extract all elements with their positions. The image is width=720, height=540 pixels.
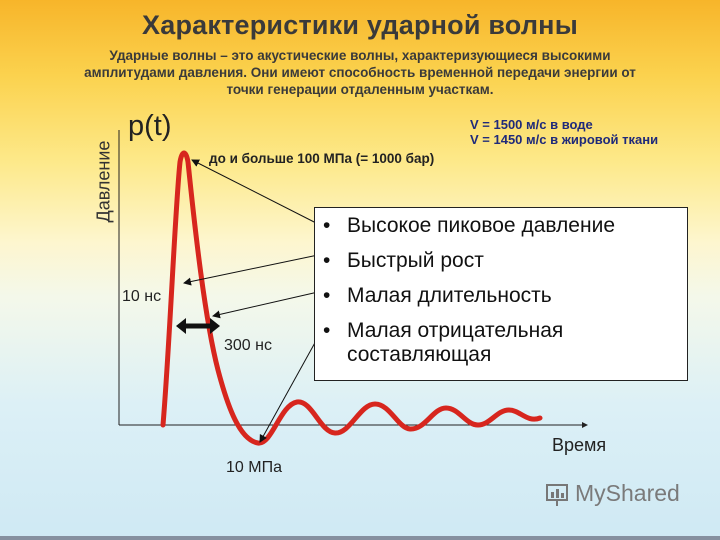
property-text: Высокое пиковое давление <box>347 214 615 237</box>
property-item: • Быстрый рост <box>323 249 484 272</box>
logo-icon <box>546 484 568 506</box>
duration-arrow-right <box>210 318 220 334</box>
property-item: • Высокое пиковое давление <box>323 214 615 237</box>
pointer-rise <box>183 254 319 286</box>
pointer-negative <box>259 329 323 443</box>
property-text: Малая длительность <box>347 284 552 307</box>
property-text: Быстрый рост <box>347 249 484 272</box>
peak-annotation: до и больше 100 МПа (= 1000 бар) <box>209 151 435 166</box>
x-axis-arrow <box>582 422 588 428</box>
property-item: • Малая отрицательная составляющая <box>323 319 564 366</box>
y-axis-label: Давление <box>93 140 114 223</box>
rise-label: 10 нс <box>122 288 162 305</box>
slide-title: Характеристики ударной волны <box>142 10 578 40</box>
subtitle-line: точки генерации отдаленным участкам. <box>226 82 494 97</box>
logo-text: MyShared <box>575 480 680 506</box>
pointer-duration <box>212 291 319 319</box>
duration-label: 300 нс <box>224 337 272 354</box>
pointer-peak <box>191 159 323 227</box>
property-text: Малая отрицательная составляющая <box>347 319 564 366</box>
min-label: 10 МПа <box>226 459 282 476</box>
x-axis-label: Время <box>552 435 607 455</box>
subtitle-line: Ударные волны – это акустические волны, … <box>109 48 611 63</box>
speed-tissue: V = 1450 м/с в жировой ткани <box>470 132 659 147</box>
subtitle-line: амплитудами давления. Они имеют способно… <box>84 65 636 80</box>
p-label: p(t) <box>128 110 172 142</box>
bottom-bar <box>0 536 720 540</box>
property-item: • Малая длительность <box>323 284 552 307</box>
pressure-curve <box>160 150 543 446</box>
slide-subtitle: Ударные волны – это акустические волны, … <box>50 47 670 98</box>
speed-water: V = 1500 м/с в воде <box>470 117 593 132</box>
properties-box: • Высокое пиковое давление • Быстрый рост … <box>314 207 688 381</box>
duration-arrow-left <box>176 318 186 334</box>
